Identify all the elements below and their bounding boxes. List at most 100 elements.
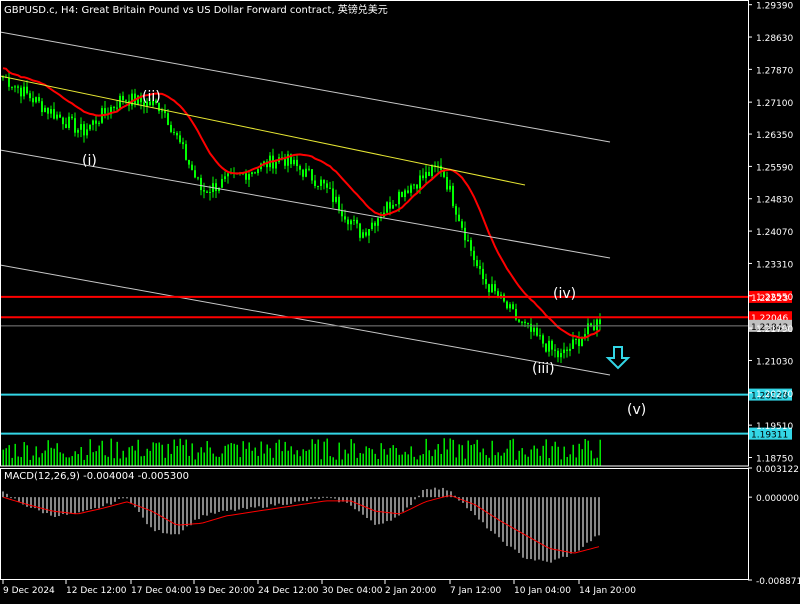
macd-histogram-bar (54, 497, 55, 517)
candle-body (98, 123, 100, 124)
volume-bar (561, 459, 562, 466)
candle-body (74, 118, 76, 133)
macd-histogram-bar (430, 489, 431, 497)
volume-bar (321, 459, 322, 466)
volume-bar (282, 451, 283, 466)
macd-histogram-bar (82, 497, 83, 511)
macd-histogram-bar (402, 497, 403, 512)
candle-body (20, 88, 22, 97)
candle-body (167, 113, 169, 125)
volume-bar (525, 455, 526, 466)
volume-bar (357, 458, 358, 466)
candle-body (323, 180, 325, 184)
macd-histogram-bar (566, 497, 567, 557)
volume-bar (33, 456, 34, 466)
macd-histogram-bar (338, 497, 339, 502)
macd-histogram-bar (278, 497, 279, 503)
candle-body (542, 335, 544, 343)
volume-bar (303, 449, 304, 466)
volume-bar (237, 445, 238, 466)
candle-body (92, 120, 94, 124)
volume-bar (261, 442, 262, 466)
macd-histogram-bar (70, 497, 71, 513)
volume-bar (381, 443, 382, 466)
candle-body (11, 87, 13, 88)
macd-histogram-bar (414, 497, 415, 499)
volume-bar (18, 456, 19, 466)
volume-bar (9, 445, 10, 466)
candle-body (311, 169, 313, 180)
volume-bar (441, 454, 442, 466)
volume-bar (528, 457, 529, 466)
candle-body (362, 232, 364, 238)
volume-bar (225, 446, 226, 466)
candle-body (512, 304, 514, 309)
volume-bar (579, 444, 580, 466)
volume-bar (174, 440, 175, 466)
candle-body (566, 350, 568, 351)
x-tick-label: 10 Jan 04:00 (514, 586, 571, 596)
macd-histogram-bar (58, 497, 59, 516)
volume-bar (411, 446, 412, 466)
candle-body (350, 220, 352, 224)
candle-body (275, 162, 277, 169)
volume-bar (465, 459, 466, 466)
candle-body (482, 269, 484, 279)
candle-body (227, 173, 229, 176)
candle-body (488, 284, 490, 292)
y-tick-label: 1.27100 (756, 99, 793, 109)
candle-body (245, 173, 247, 180)
candle-body (494, 284, 496, 291)
candle-body (326, 183, 328, 187)
macd-histogram-bar (242, 497, 243, 508)
macd-histogram-bar (418, 496, 419, 497)
volume-bar (429, 450, 430, 466)
macd-histogram-bar (170, 497, 171, 534)
volume-bar (12, 458, 13, 466)
volume-bar (108, 457, 109, 466)
macd-histogram-bar (10, 497, 11, 498)
volume-bar (501, 456, 502, 466)
x-tick-label: 7 Jan 12:00 (450, 586, 502, 596)
candle-body (446, 177, 448, 190)
candle-body (299, 166, 301, 170)
volume-bar (147, 449, 148, 466)
candle-body (209, 192, 211, 193)
volume-bar (240, 457, 241, 466)
candle-body (332, 189, 334, 202)
volume-bar (342, 459, 343, 466)
candle-body (527, 323, 529, 324)
volume-bar (327, 439, 328, 466)
macd-histogram-bar (534, 497, 535, 560)
x-tick-label: 14 Jan 20:00 (579, 586, 636, 596)
candle-body (545, 344, 547, 352)
volume-bar (57, 443, 58, 466)
x-tick-label: 12 Dec 12:00 (66, 586, 127, 596)
macd-histogram-bar (302, 497, 303, 501)
volume-bar (315, 444, 316, 466)
candle-body (509, 304, 511, 308)
candle-body (206, 192, 208, 193)
macd-histogram-bar (154, 497, 155, 531)
volume-bar (123, 451, 124, 466)
candle-body (50, 109, 52, 114)
candle-body (302, 170, 304, 177)
volume-bar (471, 445, 472, 466)
macd-histogram-bar (330, 497, 331, 498)
volume-bar (72, 456, 73, 466)
candle-body (26, 87, 28, 94)
macd-histogram-bar (306, 497, 307, 501)
wave-label: (iii) (532, 361, 555, 377)
volume-bar (444, 438, 445, 466)
volume-bar (129, 447, 130, 466)
volume-bar (399, 455, 400, 466)
macd-histogram-bar (30, 497, 31, 508)
macd-histogram-bar (538, 497, 539, 559)
candle-body (596, 319, 598, 330)
volume-bar (423, 454, 424, 466)
candle-body (179, 135, 181, 142)
volume-bar (87, 455, 88, 466)
candle-body (95, 120, 97, 123)
